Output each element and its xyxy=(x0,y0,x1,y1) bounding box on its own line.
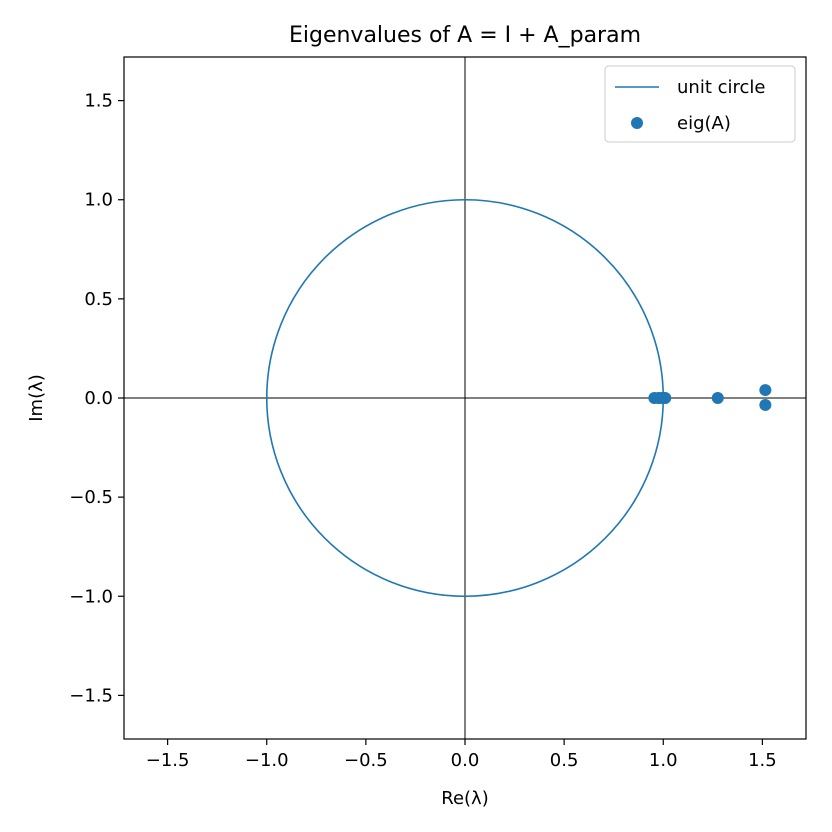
y-tick-label-0: −1.5 xyxy=(69,685,113,706)
legend-eig-label: eig(A) xyxy=(677,113,731,134)
legend-unit-circle-label: unit circle xyxy=(677,77,765,98)
y-tick-label-5: 1.0 xyxy=(84,190,113,211)
eigenvalue-point-7 xyxy=(759,384,772,397)
x-tick-label-6: 1.5 xyxy=(748,750,777,771)
x-tick-label-2: −0.5 xyxy=(344,750,388,771)
chart-title: Eigenvalues of A = I + A_param xyxy=(289,23,641,48)
y-tick-label-2: −0.5 xyxy=(69,487,113,508)
x-tick-label-0: −1.5 xyxy=(146,750,190,771)
legend-box xyxy=(604,65,796,143)
axis-ticks: −1.5 −1.0 −0.5 0.0 0.5 1.0 1.5 −1.5 −1.0 −0.5 0.0 0… xyxy=(69,91,776,771)
eigenvalue-point-6 xyxy=(711,392,724,404)
eigenvalue-point-8 xyxy=(759,398,772,411)
x-axis-label: Re(λ) xyxy=(441,788,488,809)
x-tick-label-1: −1.0 xyxy=(245,750,289,771)
y-tick-label-6: 1.5 xyxy=(84,91,113,112)
legend-eig-swatch xyxy=(631,117,643,129)
x-tick-label-4: 0.5 xyxy=(550,750,579,771)
y-tick-label-1: −1.0 xyxy=(69,586,113,607)
x-tick-label-5: 1.0 xyxy=(649,750,678,771)
x-tick-label-3: 0.0 xyxy=(451,750,480,771)
y-tick-label-4: 0.5 xyxy=(84,289,113,310)
eigenvalue-point-5 xyxy=(659,392,672,404)
plot-area xyxy=(123,56,807,740)
y-tick-label-3: 0.0 xyxy=(84,388,113,409)
legend: unit circle eig(A) xyxy=(604,65,796,143)
y-axis-label: Im(λ) xyxy=(26,374,47,422)
